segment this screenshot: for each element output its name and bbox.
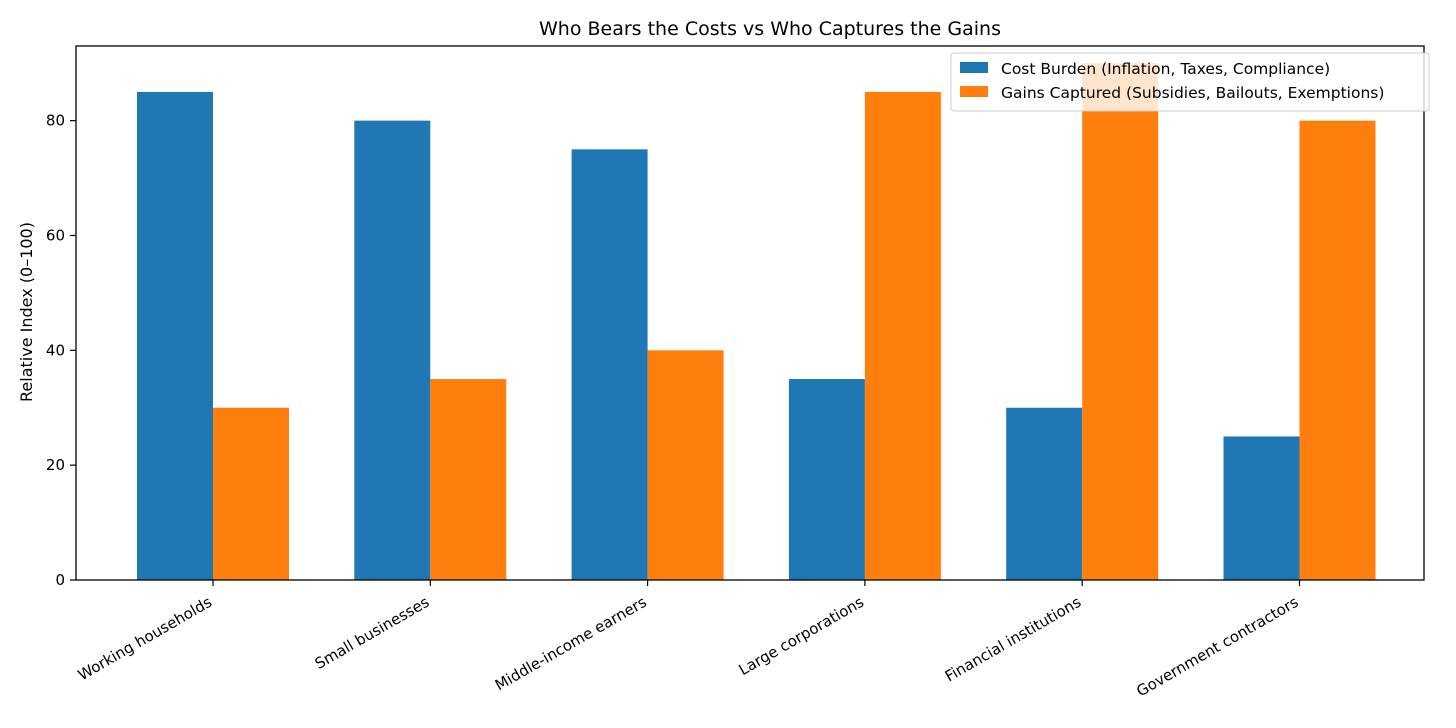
x-tick-label-4: Financial institutions bbox=[942, 593, 1084, 686]
x-tick-label-2: Middle-income earners bbox=[492, 593, 650, 695]
legend: Cost Burden (Inflation, Taxes, Complianc… bbox=[950, 52, 1430, 112]
bar-gains-captured-3 bbox=[864, 91, 941, 580]
y-tick-label-0: 0 bbox=[55, 571, 65, 589]
y-tick-label-3: 60 bbox=[46, 226, 65, 244]
legend-swatch-1 bbox=[960, 86, 988, 97]
chart-title: Who Bears the Costs vs Who Captures the … bbox=[539, 18, 1001, 40]
bar-cost-burden-3 bbox=[788, 379, 865, 580]
bar-gains-captured-5 bbox=[1299, 120, 1376, 580]
x-tick-label-0: Working households bbox=[75, 593, 215, 684]
bar-cost-burden-1 bbox=[354, 120, 431, 580]
legend-label-0: Cost Burden (Inflation, Taxes, Complianc… bbox=[1001, 60, 1330, 78]
y-axis-label: Relative Index (0–100) bbox=[17, 222, 36, 402]
y-tick-label-2: 40 bbox=[46, 341, 65, 359]
bar-cost-burden-0 bbox=[137, 91, 213, 580]
legend-box bbox=[950, 52, 1430, 112]
x-tick-label-1: Small businesses bbox=[312, 593, 433, 673]
y-tick-label-4: 80 bbox=[46, 112, 65, 130]
bar-cost-burden-2 bbox=[571, 149, 648, 580]
legend-swatch-0 bbox=[960, 62, 988, 73]
bar-gains-captured-4 bbox=[1082, 63, 1159, 580]
y-axis: 0 20 40 60 80 bbox=[46, 112, 76, 589]
x-axis: Working households Small businesses Middle… bbox=[75, 580, 1302, 700]
bar-gains-captured-1 bbox=[430, 379, 507, 580]
bar-gains-captured-2 bbox=[647, 350, 724, 580]
x-tick-label-5: Government contractors bbox=[1133, 593, 1301, 701]
bar-gains-captured-0 bbox=[213, 407, 289, 580]
y-tick-label-1: 20 bbox=[46, 456, 65, 474]
bar-cost-burden-4 bbox=[1006, 407, 1083, 580]
bar-cost-burden-5 bbox=[1223, 436, 1300, 580]
bars-group bbox=[137, 63, 1376, 580]
legend-label-1: Gains Captured (Subsidies, Bailouts, Exe… bbox=[1001, 84, 1384, 102]
plot-frame bbox=[75, 45, 1425, 581]
x-tick-label-3: Large corporations bbox=[736, 593, 867, 679]
